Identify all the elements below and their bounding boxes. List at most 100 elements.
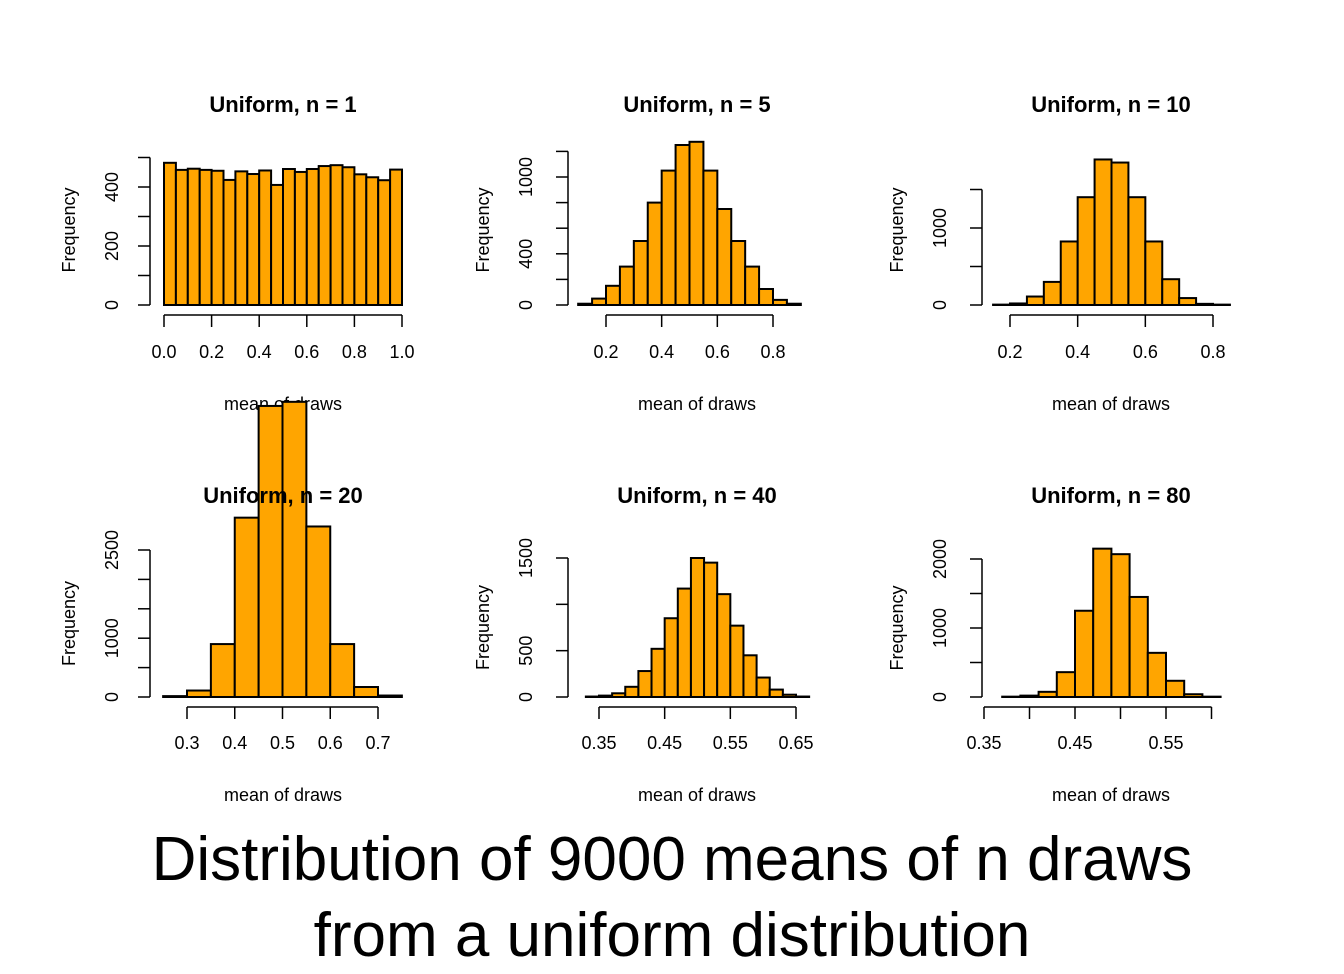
x-axis-label: mean of draws — [638, 785, 756, 805]
histogram-bar — [787, 304, 801, 305]
x-tick-label: 0.35 — [966, 733, 1001, 753]
histogram-bar — [717, 594, 730, 697]
y-tick-label: 0 — [102, 300, 122, 310]
x-tick-label: 0.2 — [199, 342, 224, 362]
histogram-bar — [1130, 597, 1148, 697]
histogram-bar — [638, 671, 651, 697]
y-tick-label: 1000 — [516, 157, 536, 197]
panel-title: Uniform, n = 1 — [209, 92, 356, 117]
histogram-bar — [759, 289, 773, 305]
histogram-bar — [703, 171, 717, 305]
panel-title: Uniform, n = 5 — [623, 92, 770, 117]
histogram-bar — [620, 267, 634, 305]
histogram-bar — [331, 165, 343, 305]
histogram-bar — [1020, 696, 1038, 697]
histogram-bar — [307, 169, 319, 305]
histogram-bar — [378, 696, 402, 697]
y-tick-label: 0 — [930, 300, 950, 310]
histogram-bar — [1093, 549, 1111, 697]
y-tick-label: 1500 — [516, 538, 536, 578]
histogram-bar — [187, 691, 211, 697]
histogram-bar — [678, 589, 691, 697]
histogram-bar — [235, 171, 247, 305]
x-tick-label: 0.55 — [1148, 733, 1183, 753]
x-tick-label: 0.6 — [1133, 342, 1158, 362]
x-axis-label: mean of draws — [224, 785, 342, 805]
histogram-bar — [1078, 197, 1095, 305]
histogram-bar — [306, 526, 330, 697]
panel-title: Uniform, n = 10 — [1031, 92, 1191, 117]
histogram-bar — [676, 145, 690, 305]
figure-caption: Distribution of 9000 means of n draws fr… — [0, 822, 1344, 974]
histogram-bar — [1128, 197, 1145, 305]
caption-line-2: from a uniform distribution — [0, 898, 1344, 974]
histogram-bar — [652, 649, 665, 697]
panel-title: Uniform, n = 80 — [1031, 483, 1191, 508]
x-tick-label: 0.4 — [247, 342, 272, 362]
histogram-bar — [283, 402, 307, 697]
histogram-bar — [330, 644, 354, 697]
y-tick-label: 0 — [516, 300, 536, 310]
histogram-bar — [188, 169, 200, 305]
histogram-bar — [625, 687, 638, 697]
histogram-bar — [1166, 681, 1184, 697]
panel-title: Uniform, n = 20 — [203, 483, 363, 508]
histogram-bar — [1044, 282, 1061, 305]
x-tick-label: 0.45 — [647, 733, 682, 753]
histogram-bar — [259, 406, 283, 697]
histogram-bar — [691, 558, 704, 697]
histogram-bar — [390, 170, 402, 305]
caption-line-1: Distribution of 9000 means of n draws — [0, 822, 1344, 898]
y-tick-label: 2500 — [102, 530, 122, 570]
x-tick-label: 0.6 — [318, 733, 343, 753]
y-axis-label: Frequency — [887, 187, 907, 272]
histogram-bar — [1196, 304, 1213, 305]
x-tick-label: 0.45 — [1057, 733, 1092, 753]
panel-title: Uniform, n = 40 — [617, 483, 777, 508]
y-tick-label: 0 — [102, 692, 122, 702]
histogram-bar — [1184, 694, 1202, 697]
histogram-bar — [378, 180, 390, 305]
histogram-bar — [235, 518, 259, 697]
x-tick-label: 0.0 — [151, 342, 176, 362]
histogram-bar — [1075, 611, 1093, 697]
histogram-bar — [704, 563, 717, 697]
histogram-bar — [690, 142, 704, 305]
histogram-bar — [717, 209, 731, 305]
y-axis-label: Frequency — [473, 585, 493, 670]
x-tick-label: 0.2 — [997, 342, 1022, 362]
histogram-bar — [259, 170, 271, 305]
histogram-bar — [745, 267, 759, 305]
histogram-bar — [1057, 672, 1075, 697]
histogram-bar — [163, 696, 187, 697]
histogram-bar — [211, 644, 235, 697]
y-axis-label: Frequency — [473, 187, 493, 272]
histogram-bar — [354, 687, 378, 697]
histogram-bar — [665, 618, 678, 697]
histogram-bar — [1179, 298, 1196, 305]
y-axis-label: Frequency — [59, 187, 79, 272]
x-tick-label: 0.35 — [581, 733, 616, 753]
histogram-bar — [1027, 297, 1044, 305]
histogram-bar — [212, 171, 224, 305]
x-tick-label: 0.5 — [270, 733, 295, 753]
histogram-bar — [1095, 159, 1112, 305]
histogram-bar — [200, 170, 212, 305]
histogram-bar — [164, 163, 176, 305]
y-tick-label: 400 — [516, 239, 536, 269]
histogram-bar — [662, 171, 676, 305]
x-tick-label: 0.55 — [713, 733, 748, 753]
y-tick-label: 2000 — [930, 539, 950, 579]
histogram-bar — [366, 177, 378, 305]
x-tick-label: 0.3 — [174, 733, 199, 753]
histogram-bar — [592, 299, 606, 305]
histogram-bar — [271, 185, 283, 305]
histogram-bar — [578, 304, 592, 305]
x-tick-label: 0.4 — [222, 733, 247, 753]
